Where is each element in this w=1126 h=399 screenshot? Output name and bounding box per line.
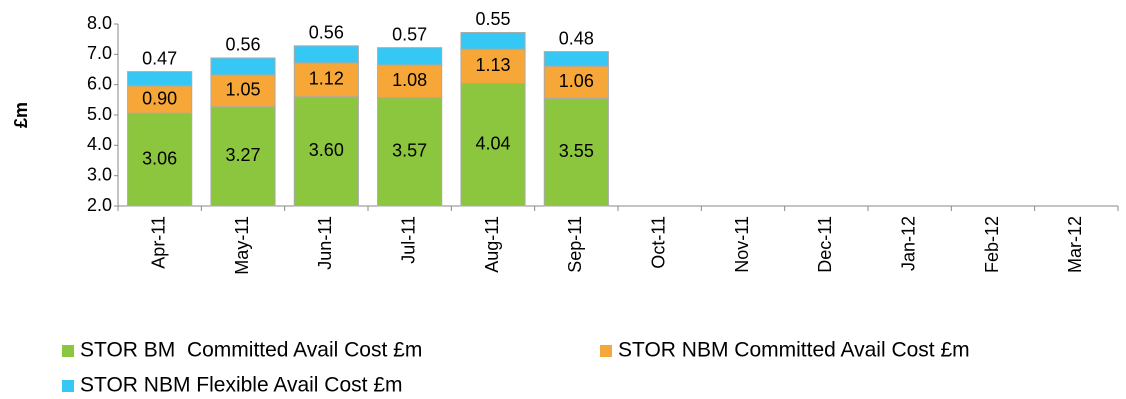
data-label: 3.27	[225, 145, 260, 165]
bar-segment	[377, 97, 443, 207]
bar-segment	[127, 71, 193, 87]
data-label: 1.13	[475, 55, 510, 75]
data-label: 0.48	[559, 28, 594, 48]
data-label: 4.04	[475, 133, 510, 153]
data-label: 3.06	[142, 148, 177, 168]
data-label: 0.47	[142, 48, 177, 68]
x-tick-label: Mar-12	[1065, 216, 1085, 273]
legend-label: STOR NBM Flexible Avail Cost £m	[80, 374, 403, 397]
data-label: 0.56	[225, 35, 260, 55]
data-label: 3.55	[559, 141, 594, 161]
data-label: 1.05	[225, 80, 260, 100]
data-label: 1.08	[392, 70, 427, 90]
y-tick-label: 8.0	[87, 13, 112, 33]
y-tick-label: 4.0	[87, 134, 112, 154]
x-tick-label: May-11	[232, 216, 252, 275]
x-tick-label: Jul-11	[398, 216, 418, 264]
bar-segment	[543, 97, 609, 207]
x-tick-label: Jun-11	[315, 216, 335, 270]
bar-segment	[460, 31, 526, 50]
bar-segment	[377, 47, 443, 66]
bar-segment	[543, 51, 609, 67]
x-tick-label: Apr-11	[148, 216, 168, 269]
x-tick-label: Jan-12	[898, 216, 918, 271]
data-label: 0.55	[475, 9, 510, 29]
legend-swatch	[62, 345, 74, 357]
bar-segment	[210, 57, 276, 76]
legend-label: STOR NBM Committed Avail Cost £m	[618, 339, 970, 362]
y-tick-label: 6.0	[87, 73, 112, 93]
legend-swatch	[62, 380, 74, 392]
x-tick-label: Dec-11	[815, 216, 835, 273]
data-label: 1.12	[309, 69, 344, 89]
legend-label: STOR BM Committed Avail Cost £m	[80, 339, 422, 362]
x-tick-label: Feb-12	[982, 216, 1002, 273]
bar-segment	[460, 82, 526, 207]
data-label: 3.57	[392, 141, 427, 161]
y-tick-label: 5.0	[87, 104, 112, 124]
bar-segment	[543, 65, 609, 99]
bar-segment	[293, 96, 359, 207]
x-tick-label: Oct-11	[648, 216, 668, 269]
data-label: 0.56	[309, 23, 344, 43]
y-tick-label: 2.0	[87, 195, 112, 215]
x-tick-label: Nov-11	[732, 216, 752, 273]
x-tick-label: Aug-11	[482, 216, 502, 273]
bar-segment	[293, 62, 359, 98]
bar-segment	[127, 112, 193, 207]
bar-segment	[293, 45, 359, 64]
data-label: 0.57	[392, 24, 427, 44]
data-label: 1.06	[559, 71, 594, 91]
data-label: 3.60	[309, 140, 344, 160]
y-tick-label: 3.0	[87, 164, 112, 184]
y-tick-label: 7.0	[87, 43, 112, 63]
y-axis-label: £m	[11, 102, 31, 128]
legend-swatch	[600, 345, 612, 357]
x-tick-label: Sep-11	[565, 216, 585, 273]
bar-segment	[210, 106, 276, 207]
data-label: 0.90	[142, 88, 177, 108]
